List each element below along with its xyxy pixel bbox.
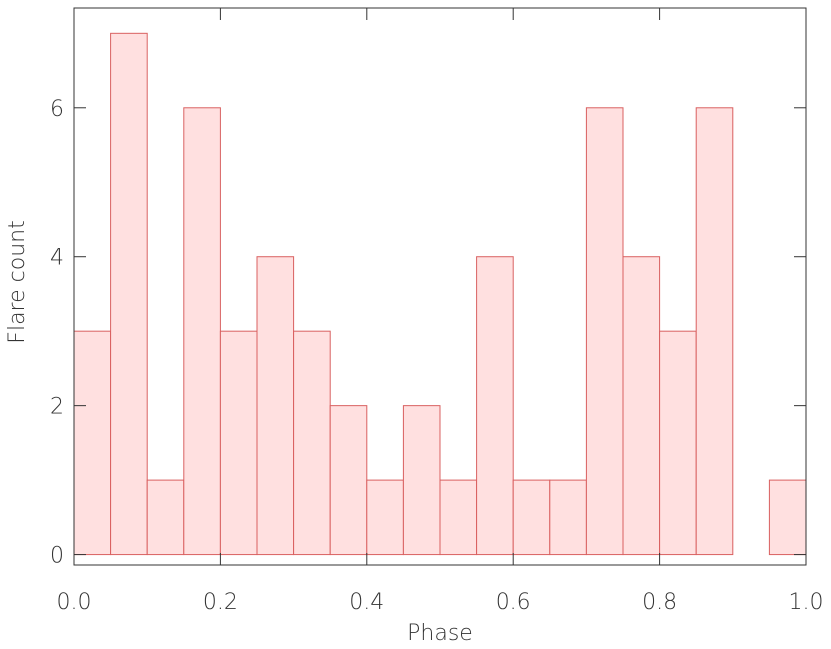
bar bbox=[622, 256, 661, 556]
plot-frame bbox=[73, 7, 807, 566]
bar bbox=[512, 479, 551, 556]
y-tick-label: 0 bbox=[50, 544, 64, 569]
x-tick-label: 0.4 bbox=[349, 590, 384, 615]
bar bbox=[585, 107, 624, 556]
bar bbox=[293, 330, 331, 556]
bar bbox=[329, 405, 368, 556]
bar bbox=[476, 256, 514, 556]
x-tick-label: 0.0 bbox=[57, 590, 92, 615]
x-tick-label: 0.6 bbox=[496, 590, 531, 615]
bar bbox=[183, 107, 221, 556]
bar bbox=[219, 330, 258, 556]
x-tick-label: 1.0 bbox=[789, 590, 824, 615]
bar bbox=[256, 256, 295, 556]
bar bbox=[659, 330, 697, 556]
bar bbox=[439, 479, 478, 556]
bar bbox=[768, 479, 807, 556]
bar bbox=[549, 479, 587, 556]
bar bbox=[366, 479, 404, 556]
y-tick-label: 2 bbox=[50, 395, 64, 420]
x-tick-label: 0.2 bbox=[203, 590, 238, 615]
y-tick-label: 6 bbox=[50, 97, 64, 122]
y-tick-label: 4 bbox=[50, 246, 64, 271]
y-axis-label: Flare count bbox=[5, 220, 30, 343]
bar bbox=[110, 32, 148, 556]
x-tick-label: 0.8 bbox=[642, 590, 677, 615]
bar bbox=[146, 479, 185, 556]
bar bbox=[402, 405, 441, 556]
bar bbox=[695, 107, 734, 556]
x-axis-label: Phase bbox=[407, 621, 473, 646]
bar bbox=[73, 330, 112, 556]
